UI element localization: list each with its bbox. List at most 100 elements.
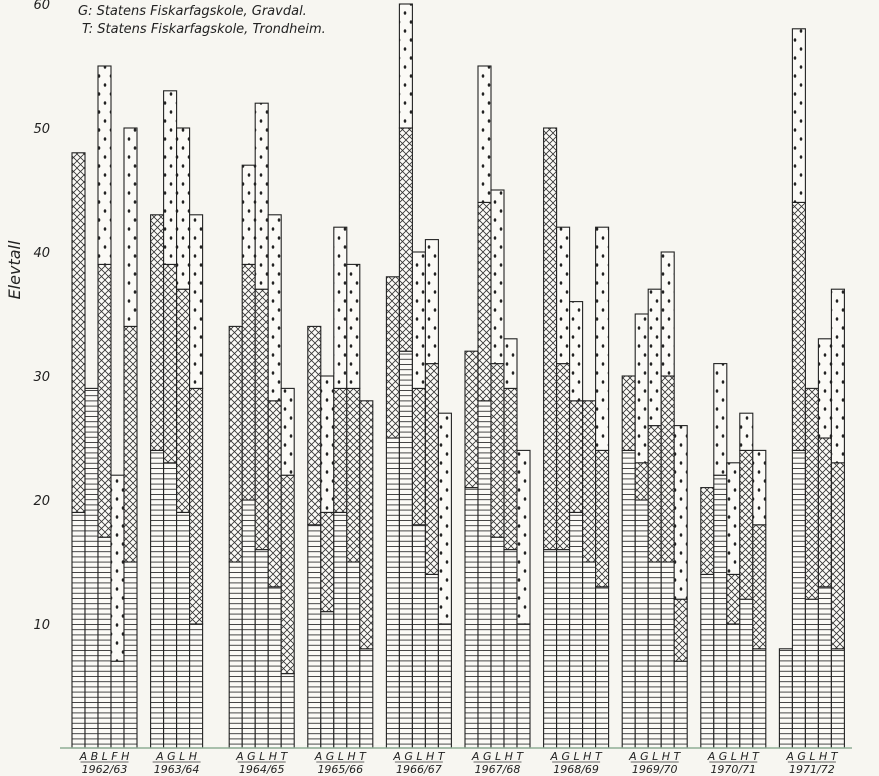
segment-dots [791, 28, 806, 203]
segment-horizontal [320, 611, 335, 749]
segment-crosshatch [307, 325, 322, 526]
segment-crosshatch [490, 363, 505, 538]
y-axis: 10 20 30 40 50 60 [33, 0, 50, 633]
bar-1964-65-L [254, 102, 269, 749]
segment-crosshatch [150, 214, 165, 451]
bar-letters: A G L H T [471, 750, 524, 763]
bar-1970-71-G [713, 363, 728, 749]
segment-dots [739, 412, 754, 451]
bar-1966-67-H [424, 239, 439, 749]
segment-crosshatch [595, 449, 610, 588]
year-label: 1964/65 [239, 763, 285, 776]
segment-crosshatch [228, 325, 243, 563]
bar-1962-63-F [110, 474, 125, 749]
bar-1965-66-L [333, 226, 348, 749]
bar-1962-63-A [71, 152, 86, 749]
bar-1967-68-A [464, 350, 479, 749]
segment-crosshatch [189, 387, 204, 625]
y-tick-label: 10 [33, 618, 50, 633]
segment-crosshatch [556, 363, 571, 551]
segment-dots [503, 338, 518, 389]
segment-dots [660, 251, 675, 377]
bar-1969-70-T [673, 425, 688, 749]
segment-dots [398, 3, 413, 129]
segment-horizontal [424, 573, 439, 749]
segment-dots [634, 313, 649, 464]
segment-dots [477, 65, 492, 203]
bar-1963-64-G [163, 90, 178, 749]
segment-horizontal [634, 499, 649, 749]
year-label: 1963/64 [154, 763, 200, 776]
segment-horizontal [267, 586, 282, 749]
year-label: 1962/63 [82, 763, 128, 776]
segment-crosshatch [543, 127, 558, 551]
segment-crosshatch [464, 350, 479, 489]
segment-horizontal [817, 586, 832, 749]
segment-horizontal [830, 648, 845, 749]
bar-1965-66-T [359, 400, 374, 749]
bar-1969-70-A [621, 375, 636, 749]
segment-crosshatch [398, 127, 413, 352]
segment-horizontal [516, 623, 531, 749]
segment-crosshatch [477, 201, 492, 402]
bar-1971-72-T [830, 288, 845, 749]
bar-1969-70-G [634, 313, 649, 749]
segment-horizontal [398, 350, 413, 749]
y-axis-label: Elevtall [5, 240, 24, 299]
segment-horizontal [150, 449, 165, 749]
segment-dots [346, 263, 361, 389]
segment-dots [267, 214, 282, 402]
bar-letters: A G L H T [785, 750, 838, 763]
segment-crosshatch [163, 263, 178, 464]
bar-1971-72-L [804, 387, 819, 749]
bar-1966-67-T [437, 412, 452, 749]
segment-dots [595, 226, 610, 451]
bar-letters: A G L H T [707, 750, 760, 763]
segment-horizontal [464, 487, 479, 749]
bar-1970-71-L [726, 462, 741, 749]
y-tick-label: 50 [33, 122, 50, 137]
segment-crosshatch [621, 375, 636, 451]
segment-dots [97, 65, 112, 265]
segment-dots [647, 288, 662, 427]
segment-horizontal [543, 549, 558, 749]
segment-crosshatch [346, 387, 361, 563]
segment-horizontal [556, 549, 571, 749]
bar-1966-67-L [411, 251, 426, 749]
segment-horizontal [437, 623, 452, 749]
segment-horizontal [346, 561, 361, 749]
year-label: 1971/72 [789, 763, 835, 776]
segment-crosshatch [176, 288, 191, 513]
bar-1963-64-H [189, 214, 204, 749]
segment-dots [123, 127, 138, 327]
segment-horizontal [163, 462, 178, 749]
segment-dots [556, 226, 571, 365]
segment-dots [110, 474, 125, 662]
segment-horizontal [71, 511, 86, 749]
segment-crosshatch [752, 524, 767, 650]
bars [71, 3, 845, 749]
segment-crosshatch [123, 325, 138, 563]
bar-1965-66-G [320, 375, 335, 749]
bar-1969-70-H [660, 251, 675, 749]
bar-1968-69-T [595, 226, 610, 749]
segment-dots [424, 239, 439, 365]
segment-dots [189, 214, 204, 389]
bar-1968-69-A [543, 127, 558, 749]
segment-horizontal [621, 449, 636, 749]
bar-1966-67-G [398, 3, 413, 749]
segment-crosshatch [660, 375, 675, 563]
segment-horizontal [582, 561, 597, 749]
segment-horizontal [660, 561, 675, 749]
bar-1968-69-L [569, 301, 584, 749]
segment-dots [673, 425, 688, 600]
y-tick-label: 30 [33, 370, 50, 385]
segment-horizontal [726, 623, 741, 749]
bar-1966-67-A [385, 276, 400, 749]
segment-crosshatch [411, 387, 426, 526]
segment-dots [280, 387, 295, 476]
bar-1967-68-T [516, 449, 531, 749]
segment-horizontal [739, 598, 754, 749]
segment-horizontal [700, 573, 715, 749]
